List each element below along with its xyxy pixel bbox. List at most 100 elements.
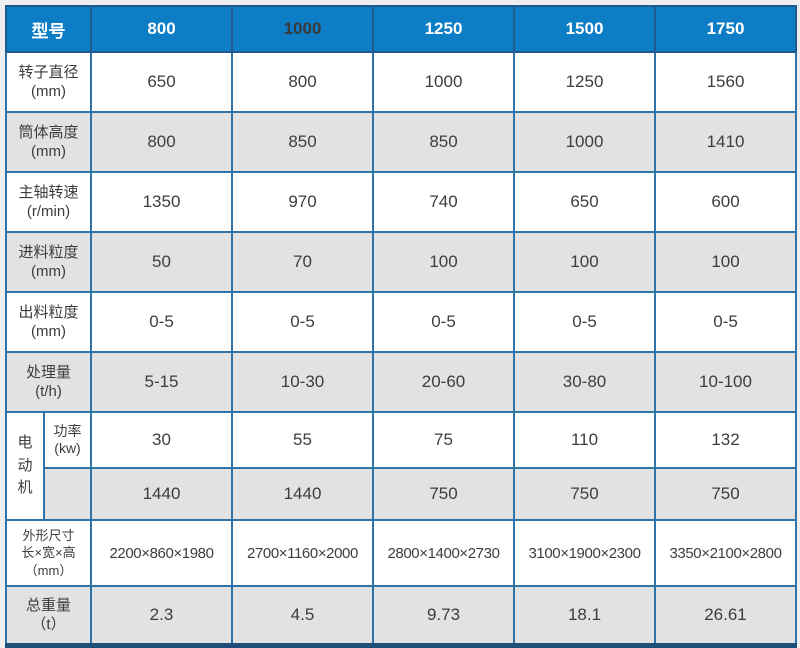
motor-speed-label (43, 467, 92, 521)
row-label-spindle: 主轴转速 (r/min) (5, 171, 92, 233)
row-label-unit: （t） (31, 616, 66, 633)
cell-value: 800 (231, 51, 374, 113)
cell-value: 970 (231, 171, 374, 233)
cell-value: 100 (654, 231, 797, 293)
cell-value: 18.1 (513, 585, 656, 647)
cell-value: 2.3 (90, 585, 233, 647)
cell-value: 100 (372, 231, 515, 293)
row-label-rotor: 转子直径 (mm) (5, 51, 92, 113)
cell-value: 10-100 (654, 351, 797, 413)
row-discharge-size: 出料粒度 (mm) 0-5 0-5 0-5 0-5 0-5 (5, 291, 797, 353)
cell-value: 1250 (513, 51, 656, 113)
cell-value: 1440 (231, 467, 374, 521)
cell-value: 0-5 (90, 291, 233, 353)
cell-value: 1560 (654, 51, 797, 113)
model-header-label: 型号 (5, 5, 92, 53)
cell-value: 9.73 (372, 585, 515, 647)
row-label-unit: (mm) (31, 323, 66, 340)
model-header-1000: 1000 (231, 5, 374, 53)
row-label-text: 外形尺寸 (22, 527, 75, 543)
row-label-text: 处理量 (25, 363, 71, 381)
cell-value: 2800×1400×2730 (372, 519, 515, 587)
row-label-unit: (r/min) (26, 203, 71, 220)
row-label-unit: （mm） (24, 562, 73, 578)
row-label-unit: (t/h) (35, 383, 62, 400)
header-row: 型号 800 1000 1250 1500 1750 (5, 5, 797, 53)
row-feed-size: 进料粒度 (mm) 50 70 100 100 100 (5, 231, 797, 293)
row-label-weight: 总重量 （t） (5, 585, 92, 647)
row-label-discharge: 出料粒度 (mm) (5, 291, 92, 353)
cell-value: 4.5 (231, 585, 374, 647)
row-capacity: 处理量 (t/h) 5-15 10-30 20-60 30-80 10-100 (5, 351, 797, 413)
motor-group-label: 电动机 (5, 411, 45, 521)
cell-value: 10-30 (231, 351, 374, 413)
model-header-1250: 1250 (372, 5, 515, 53)
cell-value: 650 (513, 171, 656, 233)
row-dimensions: 外形尺寸 长×宽×高 （mm） 2200×860×1980 2700×1160×… (5, 519, 797, 587)
cell-value: 1440 (90, 467, 233, 521)
cell-value: 850 (372, 111, 515, 173)
cell-value: 26.61 (654, 585, 797, 647)
cell-value: 1350 (90, 171, 233, 233)
cell-value: 0-5 (372, 291, 515, 353)
row-label-feed: 进料粒度 (mm) (5, 231, 92, 293)
cell-value: 750 (372, 467, 515, 521)
row-rotor-diameter: 转子直径 (mm) 650 800 1000 1250 1560 (5, 51, 797, 113)
row-label-text: 长×宽×高 (21, 545, 76, 561)
motor-power-label: 功率 (kw) (43, 411, 92, 469)
row-spindle-speed: 主轴转速 (r/min) 1350 970 740 650 600 (5, 171, 797, 233)
row-total-weight: 总重量 （t） 2.3 4.5 9.73 18.1 26.61 (5, 585, 797, 647)
cell-value: 2700×1160×2000 (231, 519, 374, 587)
cell-value: 70 (231, 231, 374, 293)
cell-value: 30 (90, 411, 233, 469)
cell-value: 0-5 (513, 291, 656, 353)
row-label-unit: (mm) (31, 83, 66, 100)
cell-value: 100 (513, 231, 656, 293)
cell-value: 1410 (654, 111, 797, 173)
cell-value: 0-5 (231, 291, 374, 353)
cell-value: 0-5 (654, 291, 797, 353)
model-header-800: 800 (90, 5, 233, 53)
spec-table: 型号 800 1000 1250 1500 1750 转子直径 (mm) 650… (5, 5, 797, 648)
cell-value: 132 (654, 411, 797, 469)
row-label-text: 筒体高度 (18, 123, 79, 141)
cell-value: 800 (90, 111, 233, 173)
row-label-unit: (mm) (31, 263, 66, 280)
cell-value: 5-15 (90, 351, 233, 413)
cell-value: 3350×2100×2800 (654, 519, 797, 587)
cell-value: 1000 (513, 111, 656, 173)
cell-value: 3100×1900×2300 (513, 519, 656, 587)
row-motor-power: 电动机 功率 (kw) 30 55 75 110 132 (5, 411, 797, 521)
cell-value: 55 (231, 411, 374, 469)
row-label-text: 出料粒度 (18, 303, 79, 321)
cell-value: 750 (654, 467, 797, 521)
row-motor-speed: 1440 1440 750 750 750 (6, 467, 797, 521)
row-label-text: 总重量 (25, 596, 71, 614)
cell-value: 740 (372, 171, 515, 233)
row-label-dimensions: 外形尺寸 长×宽×高 （mm） (5, 519, 92, 587)
row-label-unit: (kw) (54, 440, 81, 456)
cell-value: 1000 (372, 51, 515, 113)
row-barrel-height: 筒体高度 (mm) 800 850 850 1000 1410 (5, 111, 797, 173)
cell-value: 50 (90, 231, 233, 293)
cell-value: 600 (654, 171, 797, 233)
cell-value: 75 (372, 411, 515, 469)
model-header-1750: 1750 (654, 5, 797, 53)
row-label-text: 主轴转速 (18, 183, 79, 201)
cell-value: 110 (513, 411, 656, 469)
cell-value: 30-80 (513, 351, 656, 413)
model-header-1500: 1500 (513, 5, 656, 53)
row-label-text: 功率 (53, 422, 82, 439)
motor-group-label-text: 电动机 (17, 434, 33, 497)
cell-value: 2200×860×1980 (90, 519, 233, 587)
cell-value: 850 (231, 111, 374, 173)
row-label-barrel: 筒体高度 (mm) (5, 111, 92, 173)
cell-value: 650 (90, 51, 233, 113)
row-label-unit: (mm) (31, 143, 66, 160)
row-label-capacity: 处理量 (t/h) (5, 351, 92, 413)
cell-value: 20-60 (372, 351, 515, 413)
row-label-text: 进料粒度 (18, 243, 79, 261)
row-label-text: 转子直径 (18, 63, 79, 81)
cell-value: 750 (513, 467, 656, 521)
